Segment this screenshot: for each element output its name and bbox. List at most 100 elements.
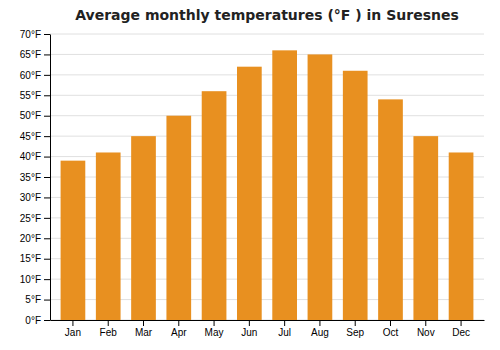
x-tick-label: Nov	[417, 327, 435, 338]
y-tick-mark	[44, 116, 50, 117]
y-tick: 25°F	[20, 213, 50, 224]
x-tick-label: Jun	[241, 327, 257, 338]
chart-container: Jan Feb Mar Apr May Jun Jul Aug Sep Oct Nov Dec 0°F 5…	[0, 0, 500, 350]
y-tick-label: 5°F	[25, 294, 41, 305]
y-tick-label: 10°F	[20, 274, 41, 285]
y-tick-mark	[44, 218, 50, 219]
x-tick-mark	[425, 320, 426, 326]
y-tick-mark	[44, 238, 50, 239]
y-tick-mark	[44, 259, 50, 260]
x-tick-label: Sep	[346, 327, 364, 338]
y-axis-line	[50, 35, 51, 321]
bar	[237, 67, 262, 320]
y-tick-label: 15°F	[20, 253, 41, 264]
x-tick-mark	[461, 320, 462, 326]
y-tick-mark	[44, 320, 50, 321]
bar	[61, 161, 86, 320]
grid-line	[50, 115, 484, 116]
x-axis-line	[51, 320, 485, 321]
x-tick: Feb	[100, 320, 118, 338]
x-tick: Oct	[383, 320, 399, 338]
y-tick: 10°F	[20, 274, 50, 285]
bar	[202, 91, 227, 320]
x-tick-label: Jul	[278, 327, 291, 338]
x-tick-mark	[319, 320, 320, 326]
y-tick-label: 45°F	[20, 131, 41, 142]
y-tick-label: 30°F	[20, 192, 41, 203]
grid-line	[50, 95, 484, 96]
bar	[343, 71, 368, 320]
grid	[50, 34, 484, 320]
grid-line	[50, 74, 484, 75]
y-tick-label: 25°F	[20, 213, 41, 224]
y-tick-mark	[44, 279, 50, 280]
y-tick-mark	[44, 197, 50, 198]
bar	[308, 54, 333, 320]
y-tick: 35°F	[20, 172, 50, 183]
grid-line	[50, 34, 484, 35]
y-tick: 45°F	[20, 131, 50, 142]
x-tick-mark	[284, 320, 285, 326]
y-tick-mark	[44, 95, 50, 96]
y-tick: 65°F	[20, 49, 50, 60]
bar	[166, 116, 191, 320]
bar	[96, 152, 121, 320]
x-tick-mark	[143, 320, 144, 326]
y-tick: 55°F	[20, 90, 50, 101]
bar	[449, 152, 474, 320]
x-tick-mark	[249, 320, 250, 326]
y-tick: 15°F	[20, 253, 50, 264]
x-tick: Nov	[417, 320, 435, 338]
y-tick-label: 35°F	[20, 172, 41, 183]
y-tick: 30°F	[20, 192, 50, 203]
x-tick: Sep	[346, 320, 364, 338]
x-tick: Dec	[452, 320, 470, 338]
x-tick-label: May	[205, 327, 224, 338]
y-tick-mark	[44, 300, 50, 301]
x-tick-mark	[72, 320, 73, 326]
y-tick: 40°F	[20, 151, 50, 162]
bar	[378, 99, 403, 320]
y-tick-label: 0°F	[25, 315, 41, 326]
bar	[131, 136, 156, 320]
y-tick-label: 40°F	[20, 151, 41, 162]
x-tick: Apr	[171, 320, 187, 338]
x-tick-mark	[390, 320, 391, 326]
bar	[272, 50, 297, 320]
x-tick-label: Mar	[135, 327, 153, 338]
x-tick-mark	[214, 320, 215, 326]
grid-line	[50, 54, 484, 55]
y-tick-label: 20°F	[20, 233, 41, 244]
y-tick: 0°F	[25, 315, 50, 326]
chart-svg: Jan Feb Mar Apr May Jun Jul Aug Sep Oct Nov Dec 0°F 5…	[0, 0, 500, 350]
y-tick: 70°F	[20, 29, 50, 40]
x-tick-label: Apr	[171, 327, 187, 338]
y-tick-mark	[44, 177, 50, 178]
bars	[61, 50, 474, 320]
x-axis: Jan Feb Mar Apr May Jun Jul Aug Sep Oct Nov Dec	[51, 320, 485, 338]
x-tick: May	[205, 320, 224, 338]
x-tick-label: Feb	[100, 327, 118, 338]
x-tick-mark	[108, 320, 109, 326]
bar	[413, 136, 438, 320]
chart-title: Average monthly temperatures (°F ) in Su…	[75, 7, 459, 23]
x-tick-label: Aug	[311, 327, 329, 338]
x-tick: Aug	[311, 320, 329, 338]
y-tick-label: 50°F	[20, 110, 41, 121]
y-tick: 60°F	[20, 70, 50, 81]
y-tick-mark	[44, 157, 50, 158]
y-tick-label: 55°F	[20, 90, 41, 101]
y-tick-label: 65°F	[20, 49, 41, 60]
x-tick-label: Oct	[383, 327, 399, 338]
y-axis: 0°F 5°F 10°F 15°F 20°F 25°F 30°F 35°F 40°F 45°F 50…	[20, 29, 51, 326]
x-tick-label: Jan	[65, 327, 81, 338]
x-tick-mark	[355, 320, 356, 326]
y-tick-mark	[44, 34, 50, 35]
x-tick: Jan	[65, 320, 81, 338]
x-tick: Jun	[241, 320, 257, 338]
y-tick-mark	[44, 136, 50, 137]
y-tick-label: 60°F	[20, 70, 41, 81]
y-tick: 5°F	[25, 294, 50, 305]
x-tick-mark	[178, 320, 179, 326]
x-tick: Jul	[278, 320, 291, 338]
